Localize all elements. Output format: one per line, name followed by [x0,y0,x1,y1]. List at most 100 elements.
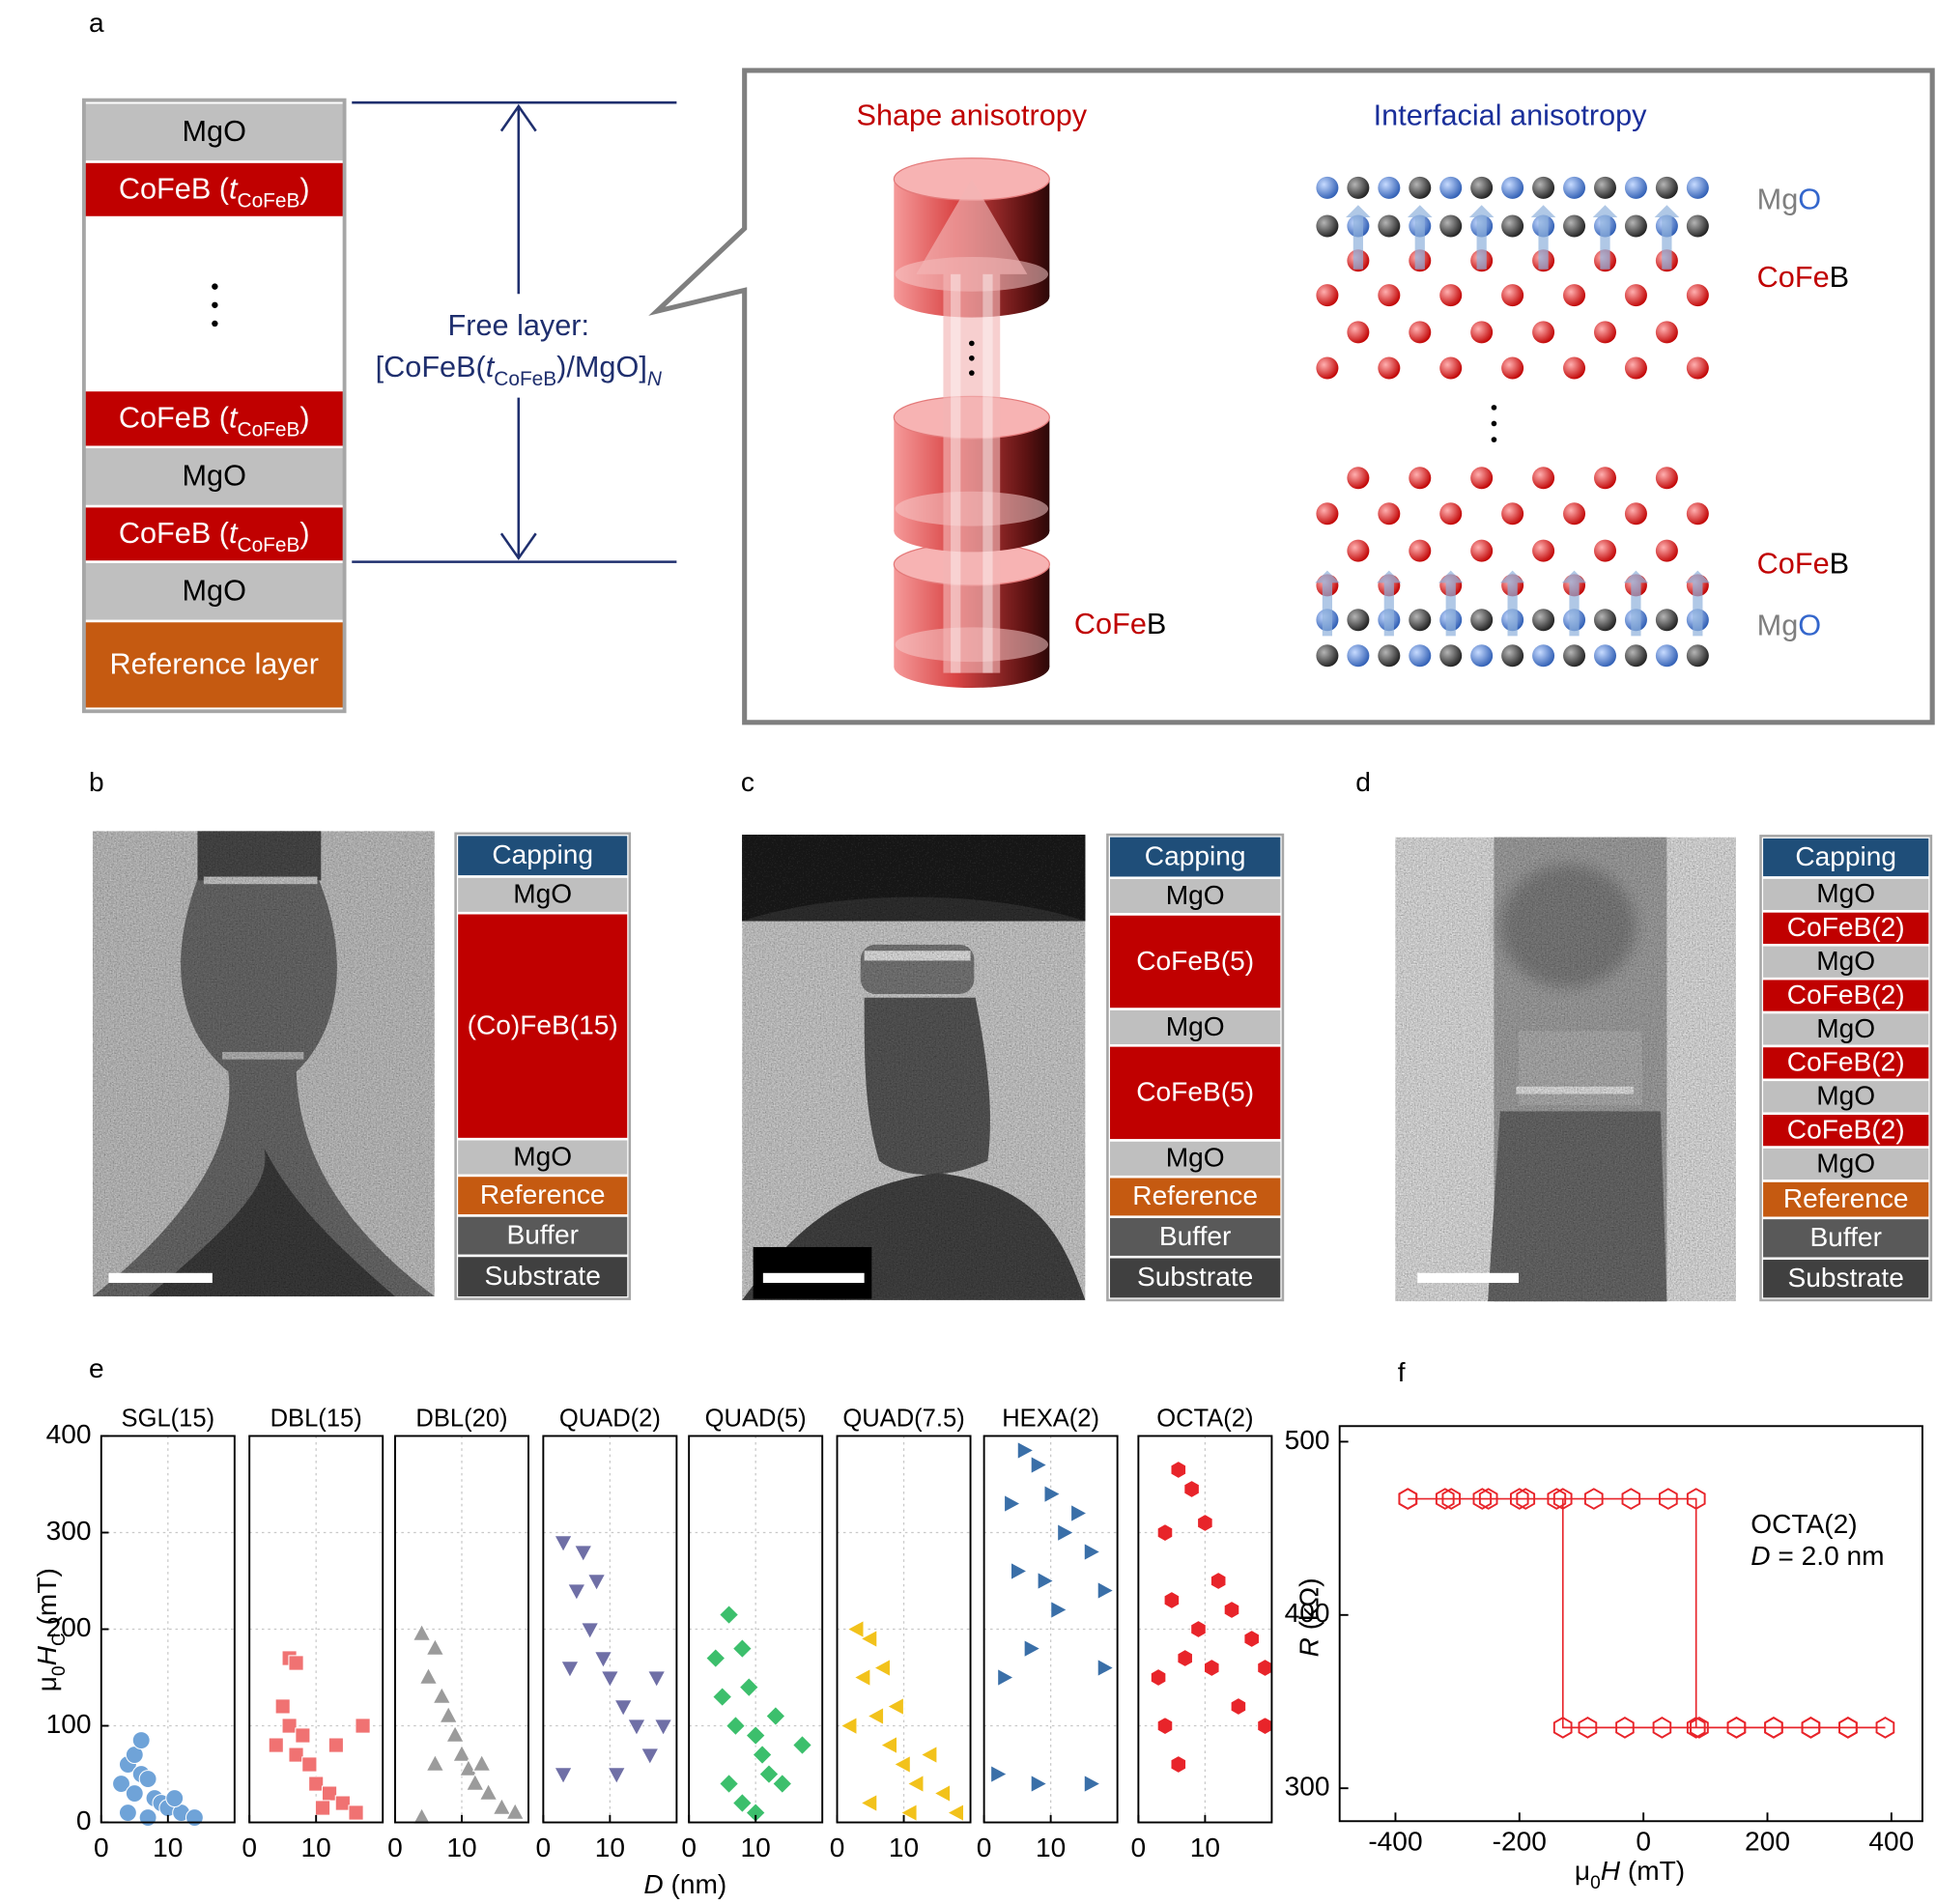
marker [1615,1717,1635,1739]
marker [165,1789,185,1807]
layer-label-part: Buffer [506,1220,579,1250]
atom [1470,176,1494,199]
atom [1378,214,1401,238]
marker [1070,1503,1089,1523]
layer-label-part: MgO [183,460,246,493]
x-tick-label: 10 [741,1833,771,1862]
lattice-label-part: O [1798,184,1821,216]
atom [1409,609,1432,632]
layer-label: MgO [1816,1013,1875,1043]
free-layer-formula-part: )/MgO] [556,351,647,384]
marker [118,1804,137,1822]
marker [1257,1658,1273,1678]
marker [321,1785,338,1802]
layer-label: MgO [1816,1081,1875,1111]
marker [1030,1774,1048,1794]
atom [1316,644,1339,668]
marker [1156,1717,1174,1736]
layer-label: Reference [1132,1181,1258,1211]
marker [327,1737,344,1753]
atom [1409,539,1432,562]
shape-title-part: Shape anisotropy [857,99,1088,132]
marker [1516,1488,1536,1510]
spin-arrow [1592,205,1618,270]
layer-label: CoFeB(2) [1787,913,1905,943]
layer-label-part: MgO [513,879,572,909]
marker [274,1698,291,1715]
marker [348,1805,364,1821]
layer-label-part: CoFeB [238,534,300,556]
atom [1686,644,1709,668]
x-tick-label: 0 [830,1833,845,1862]
marker [627,1719,646,1737]
atom [1686,502,1709,526]
marker [1686,1717,1706,1739]
magnetization-arrow [916,179,1028,673]
x-tick-label: 10 [889,1833,919,1862]
layer [1760,910,1931,947]
layer-label: (Co)FeB(15) [468,1010,618,1040]
layer-label-part: Capping [1145,841,1246,871]
x-axis-label-part: D [643,1869,663,1899]
layer-label-part: CoFeB(2) [1787,1115,1905,1145]
marker [1083,1542,1101,1562]
free-layer-title-part: Free layer: [448,309,590,342]
marker [295,1727,311,1744]
layer-label-part: MgO [1816,1013,1875,1043]
marker [653,1719,673,1737]
layer-label: CoFeB (tCoFeB) [119,173,310,213]
layer-label: Reference [480,1179,606,1209]
y-axis-label: R (kΩ) [1295,1577,1324,1657]
marker [138,1770,157,1788]
layer-label-part: MgO [513,1142,572,1172]
atom [1439,502,1463,526]
marker [886,1696,904,1717]
layer [1107,1255,1283,1300]
subplot-title: DBL(15) [270,1406,362,1433]
atom [1316,176,1339,199]
atom [1378,502,1401,526]
marker [920,1745,938,1765]
atom [1532,609,1555,632]
layer-label-part: CoFeB ( [119,517,230,550]
marker [418,1666,439,1685]
atom [1347,321,1370,344]
marker [1478,1488,1498,1510]
marker [719,1773,740,1795]
layer-label-part: Buffer [1159,1221,1232,1251]
layer-label: Buffer [1159,1221,1232,1251]
interfacial-title-part: Interfacial anisotropy [1374,99,1648,132]
atom [1655,321,1678,344]
layer-label-part: MgO [183,115,246,148]
marker [1801,1717,1821,1739]
marker [860,1793,878,1813]
atom [1532,321,1555,344]
marker [131,1731,151,1749]
layer-label-part: Reference [1132,1181,1258,1211]
layer-label-part: ) [299,402,309,435]
marker [600,1670,620,1689]
ellipsis-dot [969,370,975,376]
layer [1760,944,1931,980]
atom [1563,644,1586,668]
marker [1652,1717,1672,1739]
marker [1163,1590,1181,1610]
stack-border [1759,835,1933,1302]
layer-label-part: Reference [480,1179,606,1209]
y-axis-label: μ0HC (mT) [33,1568,70,1691]
atom [1532,467,1555,490]
atom [1655,609,1678,632]
ellipsis-dot [212,301,218,308]
spin-arrow [1685,570,1711,637]
layer-label-part: Capping [492,839,593,869]
y-tick-label: 400 [46,1419,92,1449]
atom [1409,321,1432,344]
layer-label: MgO [183,115,246,148]
ellipsis-dot [1491,420,1497,427]
marker [791,1734,813,1756]
layer-label-part: MgO [1166,880,1225,910]
marker [412,1623,432,1641]
spin-arrow [1499,570,1525,637]
layer-label-part: (Co)FeB(15) [468,1010,618,1040]
stack-border [81,98,347,714]
